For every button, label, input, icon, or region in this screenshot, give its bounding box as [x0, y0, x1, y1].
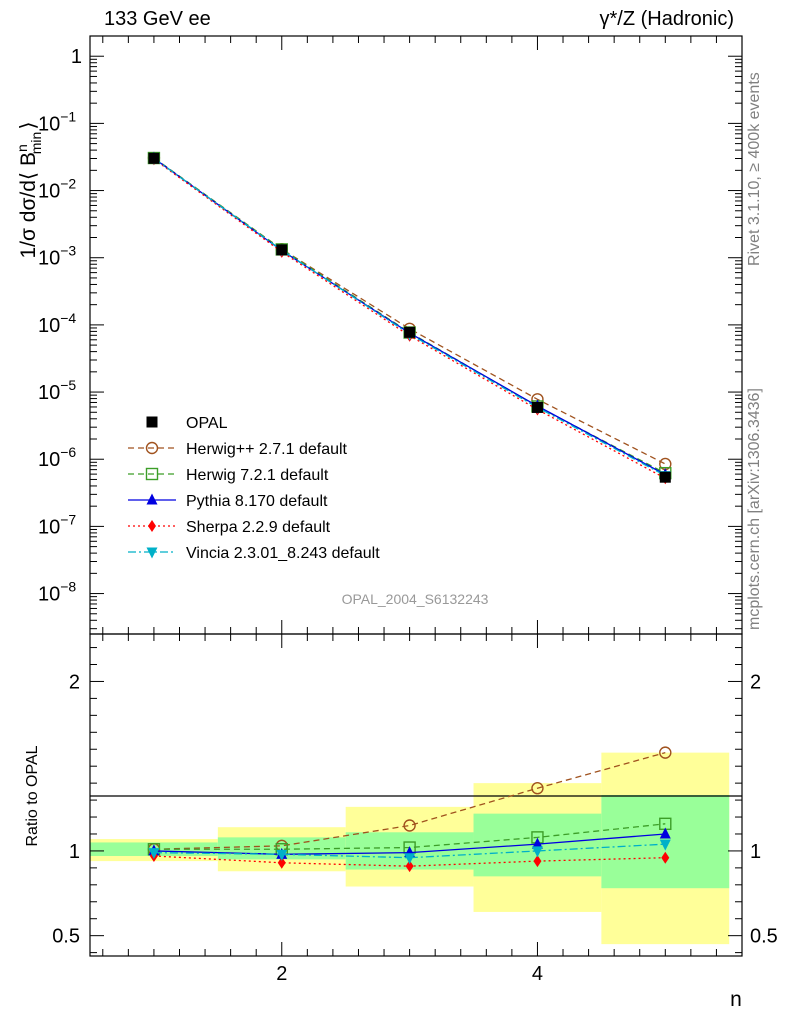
tick-mantissa: 10 — [38, 181, 60, 203]
herwigpp-ratio-point — [659, 746, 672, 759]
legend-marker-vincia — [146, 547, 158, 559]
analysis-id-label: OPAL_2004_S6132243 — [342, 591, 489, 607]
main-y-tick-label: 1 — [71, 46, 82, 68]
tick-mantissa: 10 — [38, 516, 60, 538]
tick-mantissa: 10 — [38, 584, 60, 606]
ratio-x-tick-label: 2 — [276, 963, 287, 985]
sherpa-main-line — [153, 158, 666, 479]
ratio-y-tick-labels: 2 1 0.5 2 1 0.5 — [52, 671, 778, 947]
rivet-version-label: Rivet 3.1.10, ≥ 400k events — [746, 72, 763, 266]
ratio-plot-frame — [89, 633, 743, 957]
tick-exponent: −8 — [60, 579, 76, 595]
legend-label-opal: OPAL — [186, 415, 228, 432]
legend-marker-herwigpp — [145, 441, 159, 455]
vincia-ratio-line — [153, 843, 666, 859]
tick-exponent: −3 — [60, 243, 76, 259]
ratio-axis-ticks — [90, 634, 742, 956]
legend-label-herwig7: Herwig 7.2.1 default — [186, 467, 329, 484]
ratio-x-tick-label: 4 — [532, 963, 543, 985]
tick-mantissa: 10 — [38, 382, 60, 404]
ratio-y-tick-label-right: 2 — [750, 671, 761, 693]
tick-exponent: −1 — [60, 108, 76, 124]
tick-exponent: −2 — [60, 176, 76, 192]
main-y-tick-label: 10−8 — [38, 579, 76, 606]
sherpa-ratio-point — [661, 851, 670, 864]
opal-data-point — [659, 471, 671, 483]
tick-exponent: −7 — [60, 511, 76, 527]
ratio-y-tick-label-left: 0.5 — [52, 926, 80, 948]
tick-exponent: −4 — [60, 310, 76, 326]
vincia-ratio-point — [404, 853, 416, 865]
ratio-y-tick-label-left: 2 — [69, 671, 80, 693]
main-y-tick-labels: 110−110−210−310−410−510−610−710−8 — [38, 46, 82, 605]
main-series-layer — [147, 151, 672, 485]
main-y-tick-label: 10−1 — [38, 108, 76, 135]
x-axis-label: n — [730, 988, 742, 1011]
tick-exponent: −5 — [60, 377, 76, 393]
herwigpp-ratio-point — [403, 819, 416, 832]
main-y-tick-label: 10−3 — [38, 243, 76, 270]
pythia-ratio-point — [531, 837, 543, 849]
main-axis-ticks — [90, 35, 742, 634]
legend-label-herwigpp: Herwig++ 2.7.1 default — [186, 441, 348, 458]
ratio-y-tick-label-right: 1 — [750, 841, 761, 863]
legend-label-vincia: Vincia 2.3.01_8.243 default — [186, 545, 380, 562]
process-label: γ*/Z (Hadronic) — [599, 8, 734, 30]
main-y-tick-label: 10−5 — [38, 377, 76, 404]
pythia-main-line — [153, 157, 666, 476]
sherpa-ratio-point — [533, 855, 542, 868]
tick-mantissa: 10 — [38, 449, 60, 471]
legend-label-sherpa: Sherpa 2.2.9 default — [186, 519, 331, 536]
legend-label-pythia: Pythia 8.170 default — [186, 493, 328, 510]
mcplots-label: mcplots.cern.ch [arXiv:1306.3436] — [746, 388, 763, 630]
sherpa-ratio-point — [277, 856, 286, 869]
ratio-y-axis-label: Ratio to OPAL — [24, 745, 41, 846]
vincia-main-line — [153, 157, 666, 477]
tick-mantissa: 10 — [38, 113, 60, 135]
main-y-axis-label: 1/σ dσ/d⟨ Bnmin⟩ — [14, 121, 44, 258]
pythia-ratio-point — [659, 827, 671, 839]
herwigpp-ratio-point — [531, 782, 544, 795]
ratio-series-layer — [147, 746, 672, 873]
tick-exponent: −6 — [60, 444, 76, 460]
vincia-ratio-point — [148, 848, 160, 860]
legend-marker-sherpa — [148, 520, 156, 532]
opal-data-point — [276, 244, 288, 256]
herwig7-main-line — [153, 157, 666, 474]
main-y-tick-label: 10−4 — [38, 310, 76, 337]
tick-mantissa: 10 — [38, 248, 60, 270]
main-y-tick-label: 10−6 — [38, 444, 76, 471]
opal-data-point — [531, 401, 543, 413]
legend: OPAL Herwig++ 2.7.1 default Herwig 7.2.1 d… — [128, 415, 380, 562]
opal-data-point — [148, 152, 160, 164]
sherpa-ratio-point — [405, 860, 414, 873]
legend-marker-pythia — [146, 493, 158, 505]
herwigpp-main-line — [153, 157, 666, 465]
vincia-ratio-point — [276, 849, 288, 861]
herwigpp-ratio-line — [153, 752, 666, 850]
ratio-y-tick-label-left: 1 — [69, 841, 80, 863]
main-y-tick-label: 10−7 — [38, 511, 76, 538]
main-y-tick-label: 10−2 — [38, 176, 76, 203]
ratio-y-tick-label-right: 0.5 — [750, 926, 778, 948]
opal-data-point — [404, 326, 416, 338]
vincia-ratio-point — [659, 839, 671, 851]
vincia-ratio-point — [531, 846, 543, 858]
legend-marker-opal — [146, 416, 158, 428]
energy-label: 133 GeV ee — [104, 8, 211, 30]
tick-mantissa: 10 — [38, 315, 60, 337]
legend-marker-herwig7 — [145, 467, 159, 481]
